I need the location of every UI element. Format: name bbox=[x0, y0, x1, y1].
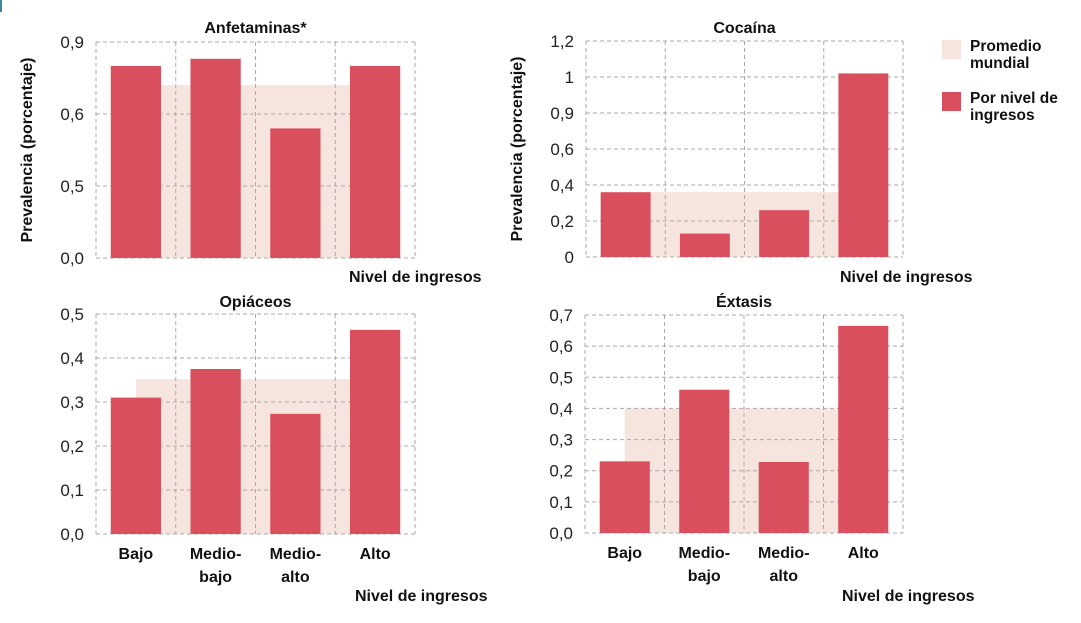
x-axis-label: Nivel de ingresos bbox=[842, 588, 975, 605]
legend-label-income: Por nivel de ingresos bbox=[970, 90, 1058, 124]
y-tick-label: 0,3 bbox=[60, 393, 84, 412]
y-tick-label: 0,1 bbox=[60, 481, 84, 500]
y-tick-label: 0,2 bbox=[549, 462, 573, 481]
x-tick-label: Medio- bbox=[758, 545, 810, 562]
bar-bajo bbox=[600, 192, 651, 257]
y-tick-label: 0,6 bbox=[60, 105, 84, 124]
y-axis-label: Prevalencia (porcentaje) bbox=[509, 57, 526, 242]
chart-title: Cocaína bbox=[713, 20, 775, 37]
y-tick-label: 0,5 bbox=[60, 177, 84, 196]
chart-title: Opiáceos bbox=[219, 294, 291, 311]
bar-medio-alto bbox=[270, 128, 321, 258]
legend-label-average: Promedio mundial bbox=[970, 38, 1042, 72]
bar-medio-bajo bbox=[679, 389, 730, 533]
bar-medio-alto bbox=[758, 461, 809, 533]
x-tick-label: Medio- bbox=[678, 545, 730, 562]
y-tick-label: 0,7 bbox=[549, 306, 573, 325]
y-tick-label: 0,6 bbox=[549, 337, 573, 356]
x-tick-label: Bajo bbox=[119, 546, 154, 563]
bar-medio-bajo bbox=[190, 369, 241, 534]
y-tick-label: 0,0 bbox=[60, 525, 84, 544]
x-tick-label: Medio- bbox=[270, 546, 322, 563]
x-axis-label: Nivel de ingresos bbox=[349, 269, 482, 286]
y-tick-label: 0,2 bbox=[60, 437, 84, 456]
legend-item-income: Por nivel de ingresos bbox=[942, 90, 1081, 142]
y-tick-label: 0,5 bbox=[60, 305, 84, 324]
x-tick-label: bajo bbox=[199, 569, 232, 586]
x-tick-label: Alto bbox=[848, 545, 879, 562]
legend-swatch-income bbox=[942, 92, 961, 111]
x-axis-label: Nivel de ingresos bbox=[840, 269, 973, 286]
legend-item-average: Promedio mundial bbox=[942, 38, 1081, 90]
bar-medio-bajo bbox=[190, 58, 241, 258]
y-tick-label: 0,4 bbox=[550, 176, 574, 195]
legend: Promedio mundial Por nivel de ingresos bbox=[942, 38, 1081, 142]
bar-alto bbox=[838, 325, 889, 533]
y-tick-label: 0,1 bbox=[549, 493, 573, 512]
y-tick-label: 0,3 bbox=[549, 431, 573, 450]
y-tick-label: 0 bbox=[565, 248, 574, 267]
legend-swatch-average bbox=[942, 40, 961, 59]
bar-medio-alto bbox=[759, 210, 810, 257]
bar-medio-bajo bbox=[679, 233, 730, 257]
x-tick-label: alto bbox=[281, 569, 310, 586]
bar-bajo bbox=[110, 397, 161, 534]
chart-title: Anfetaminas* bbox=[204, 20, 307, 37]
chart-title: Éxtasis bbox=[716, 292, 772, 311]
bar-alto bbox=[838, 73, 889, 258]
y-tick-label: 0,0 bbox=[549, 524, 573, 543]
y-tick-label: 0,5 bbox=[549, 368, 573, 387]
bar-bajo bbox=[110, 66, 161, 258]
y-tick-label: 0,6 bbox=[550, 140, 574, 159]
y-axis-label: Prevalencia (porcentaje) bbox=[19, 58, 36, 243]
y-tick-label: 0,9 bbox=[60, 33, 84, 52]
x-tick-label: Bajo bbox=[607, 545, 642, 562]
bar-bajo bbox=[599, 461, 650, 533]
y-tick-label: 0,0 bbox=[60, 249, 84, 268]
x-tick-label: bajo bbox=[688, 568, 721, 585]
x-tick-label: Medio- bbox=[190, 546, 242, 563]
x-axis-label: Nivel de ingresos bbox=[355, 588, 488, 605]
x-tick-label: alto bbox=[770, 568, 799, 585]
y-tick-label: 1 bbox=[565, 68, 574, 87]
corner-artifact bbox=[0, 0, 2, 12]
bar-alto bbox=[350, 329, 401, 534]
y-tick-label: 0,4 bbox=[549, 399, 573, 418]
y-tick-label: 0,4 bbox=[60, 349, 84, 368]
y-tick-label: 0,9 bbox=[550, 104, 574, 123]
bar-medio-alto bbox=[270, 413, 321, 534]
x-tick-label: Alto bbox=[360, 546, 391, 563]
y-tick-label: 1,2 bbox=[550, 32, 574, 51]
y-tick-label: 0,2 bbox=[550, 212, 574, 231]
bar-alto bbox=[350, 66, 401, 258]
